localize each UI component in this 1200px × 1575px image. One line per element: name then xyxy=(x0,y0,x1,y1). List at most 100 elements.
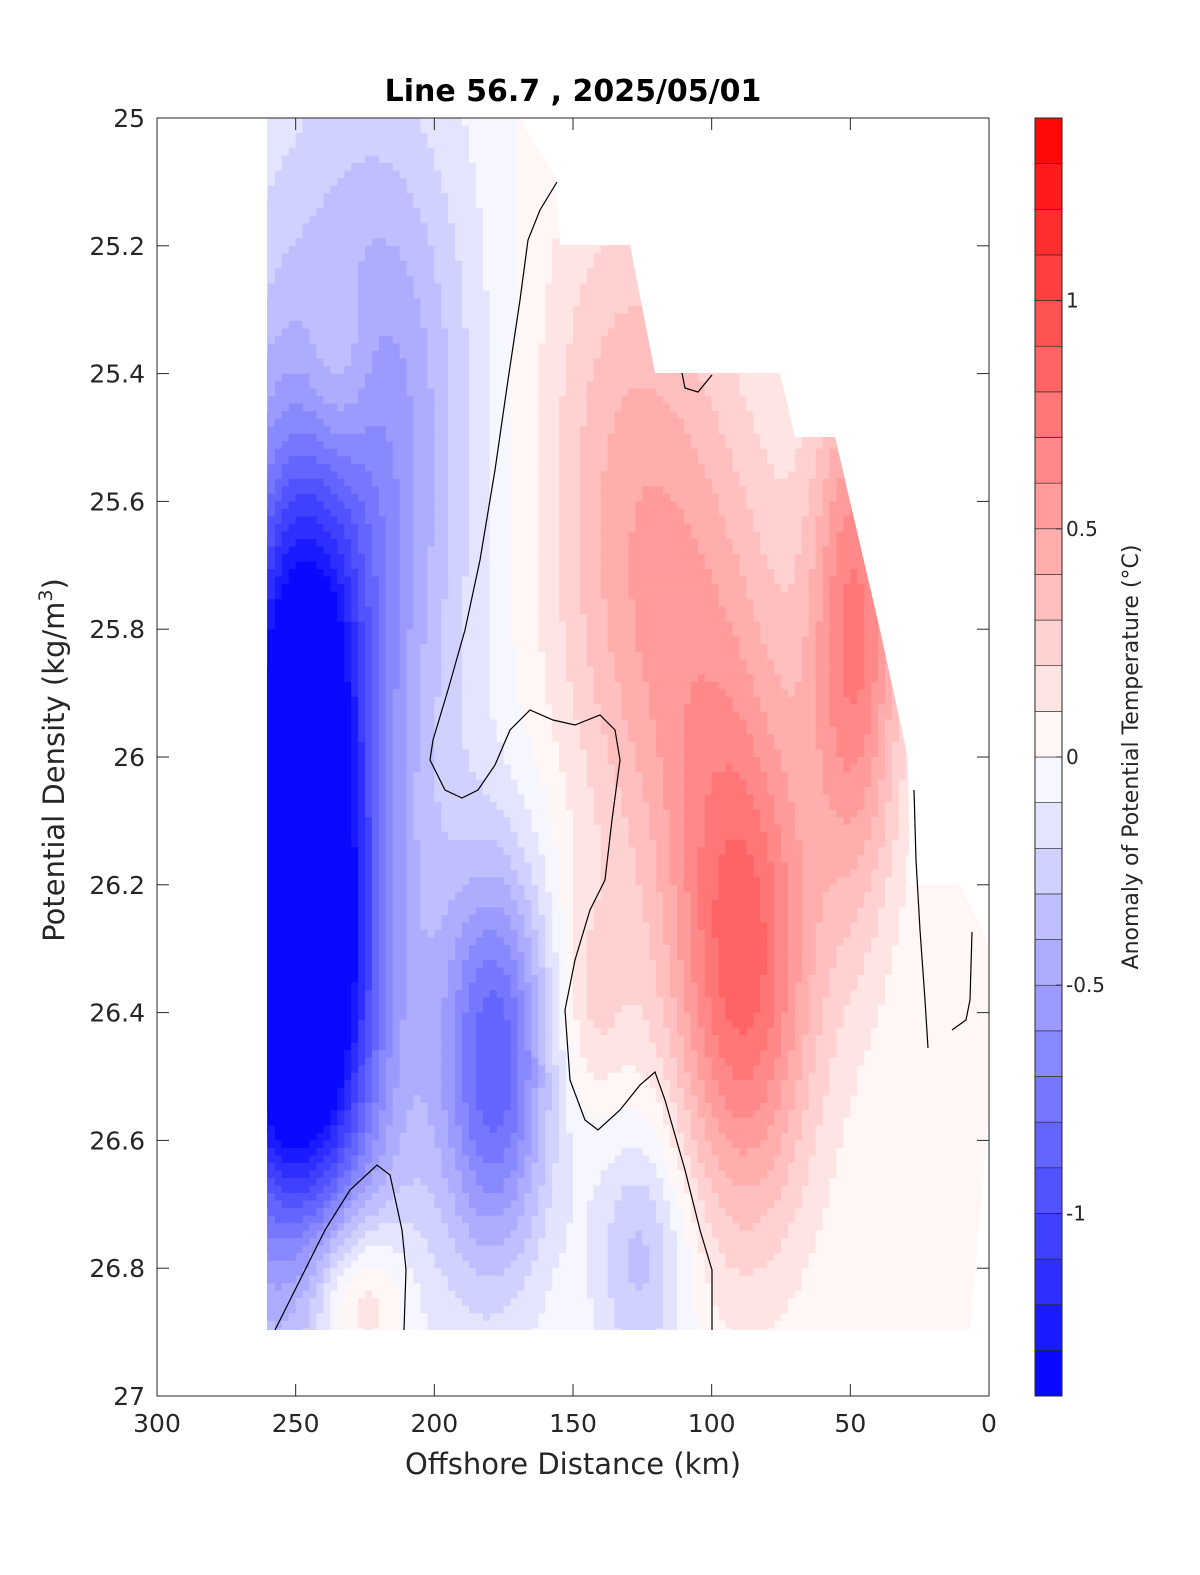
field-cell xyxy=(302,298,311,307)
field-cell xyxy=(281,599,290,608)
field-cell xyxy=(274,997,283,1006)
field-cell xyxy=(267,862,269,871)
field-cell xyxy=(274,208,283,217)
field-cell xyxy=(316,523,324,533)
field-cell xyxy=(344,433,352,442)
field-cell xyxy=(267,125,269,134)
field-cell xyxy=(302,711,311,721)
field-cell xyxy=(330,1223,338,1232)
field-cell xyxy=(267,1313,269,1322)
field-cell xyxy=(337,381,345,390)
field-cell xyxy=(267,1305,276,1314)
field-cell xyxy=(295,899,304,908)
field-cell xyxy=(323,320,331,330)
field-cell xyxy=(274,193,283,202)
field-cell xyxy=(351,997,359,1006)
field-cell xyxy=(309,366,318,375)
field-cell xyxy=(267,1283,269,1292)
field-cell xyxy=(309,403,318,412)
field-cell xyxy=(337,832,345,841)
field-cell xyxy=(309,651,318,660)
field-cell xyxy=(267,351,269,360)
field-cell xyxy=(351,1020,359,1029)
field-cell xyxy=(316,591,324,600)
field-cell xyxy=(330,343,338,352)
field-cell xyxy=(302,1005,311,1014)
field-cell xyxy=(281,343,290,352)
field-cell xyxy=(274,621,283,630)
field-cell xyxy=(344,185,352,194)
field-cell xyxy=(281,253,290,262)
field-cell xyxy=(288,1005,297,1014)
field-cell xyxy=(288,772,297,781)
field-cell xyxy=(288,569,297,578)
field-cell xyxy=(281,396,290,405)
field-cell xyxy=(337,531,345,540)
field-cell xyxy=(351,275,359,284)
field-cell xyxy=(344,1080,352,1089)
field-cell xyxy=(351,1238,359,1247)
field-cell xyxy=(288,471,297,480)
field-cell xyxy=(323,133,331,142)
field-cell xyxy=(344,636,352,645)
field-cell xyxy=(295,749,304,758)
field-cell xyxy=(344,396,352,405)
field-cell xyxy=(274,1177,283,1187)
field-cell xyxy=(267,629,269,638)
field-cell xyxy=(267,764,276,773)
field-cell xyxy=(267,1328,276,1330)
field-cell xyxy=(288,148,297,157)
field-cell xyxy=(330,914,338,923)
field-cell xyxy=(267,847,269,856)
field-cell xyxy=(344,351,352,360)
field-cell xyxy=(302,223,311,232)
field-cell xyxy=(295,140,304,149)
field-cell xyxy=(337,764,345,773)
field-cell xyxy=(274,606,283,615)
field-cell xyxy=(267,1035,276,1044)
field-cell xyxy=(281,749,290,758)
field-cell xyxy=(351,403,359,412)
field-cell xyxy=(323,290,331,300)
field-cell xyxy=(330,982,338,991)
field-cell xyxy=(330,1140,338,1149)
field-cell xyxy=(288,674,297,683)
field-cell xyxy=(309,1155,318,1164)
field-cell xyxy=(358,584,366,593)
field-cell xyxy=(337,1155,345,1164)
field-cell xyxy=(302,929,311,939)
field-cell xyxy=(274,591,283,600)
field-cell xyxy=(267,486,269,495)
field-cell xyxy=(351,1253,359,1262)
field-cell xyxy=(295,516,304,525)
field-cell xyxy=(344,817,352,826)
field-cell xyxy=(288,659,297,668)
field-cell xyxy=(316,787,324,796)
field-cell xyxy=(323,704,331,713)
field-cell xyxy=(323,1132,331,1141)
field-cell xyxy=(337,471,345,480)
field-cell xyxy=(274,448,283,457)
field-cell xyxy=(302,914,311,923)
field-cell xyxy=(330,253,338,262)
field-cell xyxy=(267,990,269,999)
field-cell xyxy=(281,666,290,675)
field-cell xyxy=(351,914,359,923)
field-cell xyxy=(337,223,345,232)
field-cell xyxy=(267,358,276,367)
field-cell xyxy=(330,990,338,999)
field-cell xyxy=(309,1057,318,1066)
field-cell xyxy=(316,975,324,984)
field-cell xyxy=(323,929,331,939)
field-cell xyxy=(302,1057,311,1066)
field-cell xyxy=(351,1223,359,1232)
field-cell xyxy=(281,170,290,179)
field-cell xyxy=(330,651,338,660)
field-cell xyxy=(302,163,311,172)
field-cell xyxy=(316,1313,324,1322)
field-cell xyxy=(267,1095,276,1104)
field-cell xyxy=(274,681,283,690)
field-cell xyxy=(288,914,297,923)
field-cell xyxy=(316,433,324,442)
field-cell xyxy=(288,839,297,848)
